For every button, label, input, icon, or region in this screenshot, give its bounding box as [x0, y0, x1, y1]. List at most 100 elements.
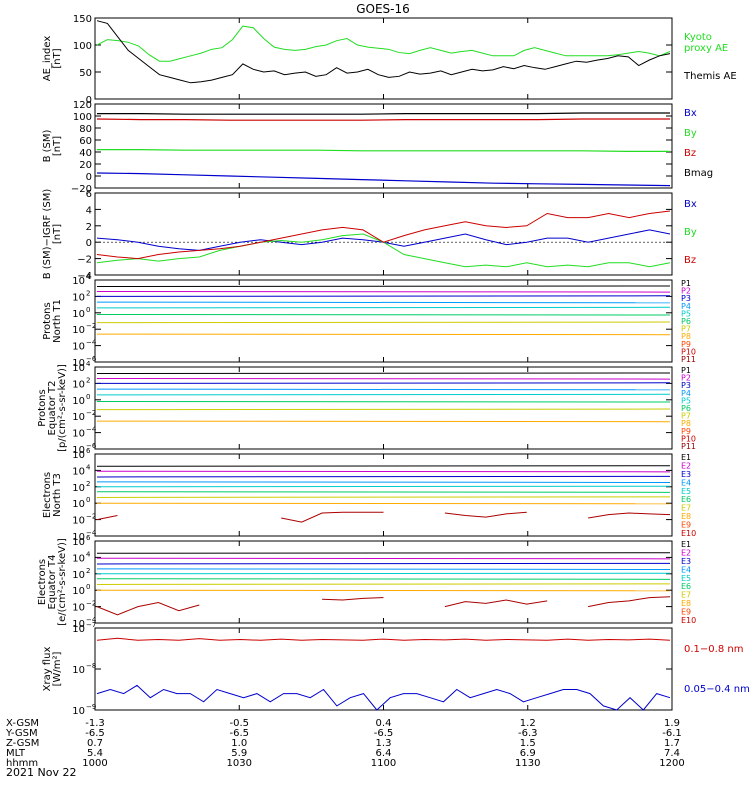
bsm-panel-ytick-label: 60 [79, 136, 92, 147]
ephemeris-value: -6.5 [374, 728, 394, 739]
ephemeris-value: 1.7 [664, 738, 680, 749]
bsm-panel-ytick-label: 0 [86, 172, 92, 183]
flux-panel-5-channel-label: E1 [681, 453, 691, 462]
flux-panel-6-channel-label: E8 [681, 599, 691, 608]
flux-panel-5-ytick-exp: 2 [86, 480, 90, 488]
ephemeris-value: 1.5 [520, 738, 536, 749]
flux-panel-5-channel-label: E8 [681, 512, 691, 521]
xray-panel-ytick-exp: −9 [86, 703, 96, 711]
xray-panel-ytick-label: 10 [72, 624, 85, 635]
bigrf-series-line [96, 229, 671, 251]
flux-panel-5-low-channel-line [588, 512, 671, 519]
flux-panel-6-low-channel-line [588, 596, 671, 608]
flux-panel-4-ytick-exp: −6 [86, 442, 97, 450]
flux-panel-4-ytick-label: 10 [72, 396, 85, 407]
flux-panel-6-channel-line [96, 552, 671, 554]
flux-panel-5-ytick-label: 10 [72, 532, 85, 543]
flux-panel-4-channel-line [96, 382, 671, 384]
flux-panel-6-channel-line [96, 583, 671, 585]
flux-panel-5-ytick-label: 10 [72, 483, 85, 494]
bsm-panel-ytick-label: 100 [73, 112, 92, 123]
flux-panel-5-low-channel-line [281, 511, 384, 523]
bsm-panel-ytick-label: 120 [73, 100, 92, 111]
ephemeris-value: 1200 [659, 758, 684, 769]
flux-panel-6-channel-line [96, 572, 671, 575]
ephemeris-value: 6.9 [520, 748, 536, 759]
flux-panel-6-channel-line [96, 578, 671, 580]
figure-title: GOES-16 [356, 2, 410, 16]
date-label: 2021 Nov 22 [6, 766, 76, 779]
legend-bsm-bz: Bz [684, 148, 696, 159]
bigrf-panel-ylabel-line: [nT] [52, 224, 63, 244]
xray-panel-ylabel-line: [W/m²] [52, 651, 63, 686]
flux-panel-5-channel-line [96, 465, 671, 467]
flux-panel-3-channel-label: P1 [681, 279, 691, 288]
ephemeris-value: 0.7 [87, 738, 103, 749]
legend-xray-long: 0.1−0.8 nm [684, 644, 743, 655]
ephemeris-value: -1.3 [85, 718, 105, 729]
bigrf-panel-ytick-label: −2 [77, 255, 92, 266]
ephemeris-value: 1000 [82, 758, 107, 769]
bsm-panel-ylabel-line: B (SM) [42, 129, 53, 162]
flux-panel-3-channel-line [96, 295, 671, 297]
ephemeris-value: 5.9 [231, 748, 247, 759]
b-igrf-panel: −4 −2 0 2 4 6 B (SM)−IGRF (SM) [nT] Bx By Bz [42, 189, 697, 282]
bsm-panel-ylabel-line: [nT] [52, 136, 63, 156]
legend-bsm-by: By [684, 128, 697, 139]
flux-panel-3-channel-label: P7 [681, 325, 691, 334]
flux-panel-5-ytick-exp: 0 [86, 496, 90, 504]
ae-panel-ylabel-line: AE_index [42, 36, 53, 82]
flux-panel-6-ytick-label: 10 [72, 603, 85, 614]
flux-panel-5-channel-label: E2 [681, 461, 691, 470]
legend-bigrf-bx: Bx [684, 199, 697, 210]
flux-panel-6-channel-label: E4 [681, 565, 691, 574]
flux-panel-5-channel-line [96, 485, 671, 488]
flux-panel-3-ytick-label: 10 [72, 276, 85, 287]
flux-panel-5-low-channel-line [444, 511, 527, 518]
ae-panel-ytick-label: 100 [73, 41, 92, 52]
flux-panel-4-channel-label: P8 [681, 419, 691, 428]
flux-panel-3-channel-label: P8 [681, 332, 691, 341]
ephemeris-value: 1.9 [664, 718, 680, 729]
flux-panel-5-channel-label: E5 [681, 487, 691, 496]
flux-panel-4-ytick-label: 10 [72, 429, 85, 440]
flux-panel-4-ytick-exp: −4 [86, 426, 97, 434]
flux-panel-4-channel-label: P10 [681, 434, 696, 443]
flux-panel-3-channel-line [96, 333, 671, 336]
flux-panel-3-ytick-label: 10 [72, 342, 85, 353]
ephemeris-row-label: X-GSM [6, 718, 39, 729]
flux-panel-6-channel-label: E3 [681, 557, 691, 566]
flux-panel-5-channel-line [96, 470, 671, 473]
flux-panel-3-channel-label: P10 [681, 347, 696, 356]
bigrf-panel-frame [94, 192, 673, 276]
ephemeris-value: -0.5 [229, 718, 249, 729]
flux-panel-5-channel-line [96, 475, 671, 478]
ephemeris-value: 1.0 [231, 738, 247, 749]
flux-panel-6-ytick-exp: 2 [86, 567, 90, 575]
flux-panel-4-ytick-label: 10 [72, 412, 85, 423]
ephemeris-value: 5.4 [87, 748, 103, 759]
bsm-series-line [97, 149, 670, 152]
flux-panel-3-channel-line [96, 290, 671, 293]
bsm-series-line [97, 112, 670, 115]
ephemeris-value: -6.5 [229, 728, 249, 739]
legend-xray-short: 0.05−0.4 nm [684, 684, 750, 695]
flux-panel-4-ytick-exp: 2 [86, 376, 90, 384]
bigrf-series-line [96, 210, 671, 260]
bigrf-panel-ytick-label: 2 [86, 222, 92, 233]
flux-panel-5-low-channel-line [96, 515, 118, 521]
flux-panel-3-ytick-exp: −4 [86, 339, 97, 347]
flux-panel-6-ytick-label: 10 [72, 553, 85, 564]
flux-panel-6-channel-line [96, 557, 671, 560]
ephemeris-value: 7.4 [664, 748, 680, 759]
flux-panel-6-low-channel-line [96, 601, 200, 616]
flux-panel-4-channel-label: P6 [681, 404, 691, 413]
flux-panel-3-channel-line [96, 313, 671, 316]
flux-panel-3-ytick-label: 10 [72, 325, 85, 336]
flux-panel-5-channel-label: E10 [681, 529, 696, 538]
